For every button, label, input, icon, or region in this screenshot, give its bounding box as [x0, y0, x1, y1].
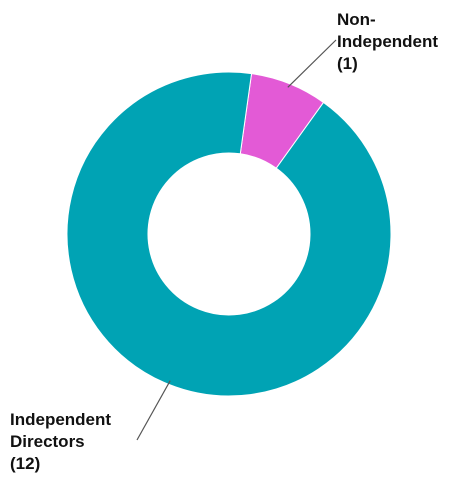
leader-lines [136, 39, 337, 441]
slice-label-non-independent-line-2: Independent [337, 32, 438, 51]
donut-slices [66, 71, 392, 397]
slice-label-independent-directors: Independent Directors (12) [10, 410, 116, 473]
slice-label-independent-directors-line-1: Independent [10, 410, 111, 429]
slice-label-non-independent: Non- Independent (1) [337, 10, 443, 73]
slice-label-non-independent-line-1: Non- [337, 10, 376, 29]
leader-line-non-independent [287, 39, 337, 88]
slice-independent-directors [66, 71, 392, 397]
slice-label-independent-directors-line-3: (12) [10, 454, 40, 473]
leader-line-independent-directors [136, 380, 171, 441]
slice-label-independent-directors-line-2: Directors [10, 432, 85, 451]
slice-label-non-independent-line-3: (1) [337, 54, 358, 73]
